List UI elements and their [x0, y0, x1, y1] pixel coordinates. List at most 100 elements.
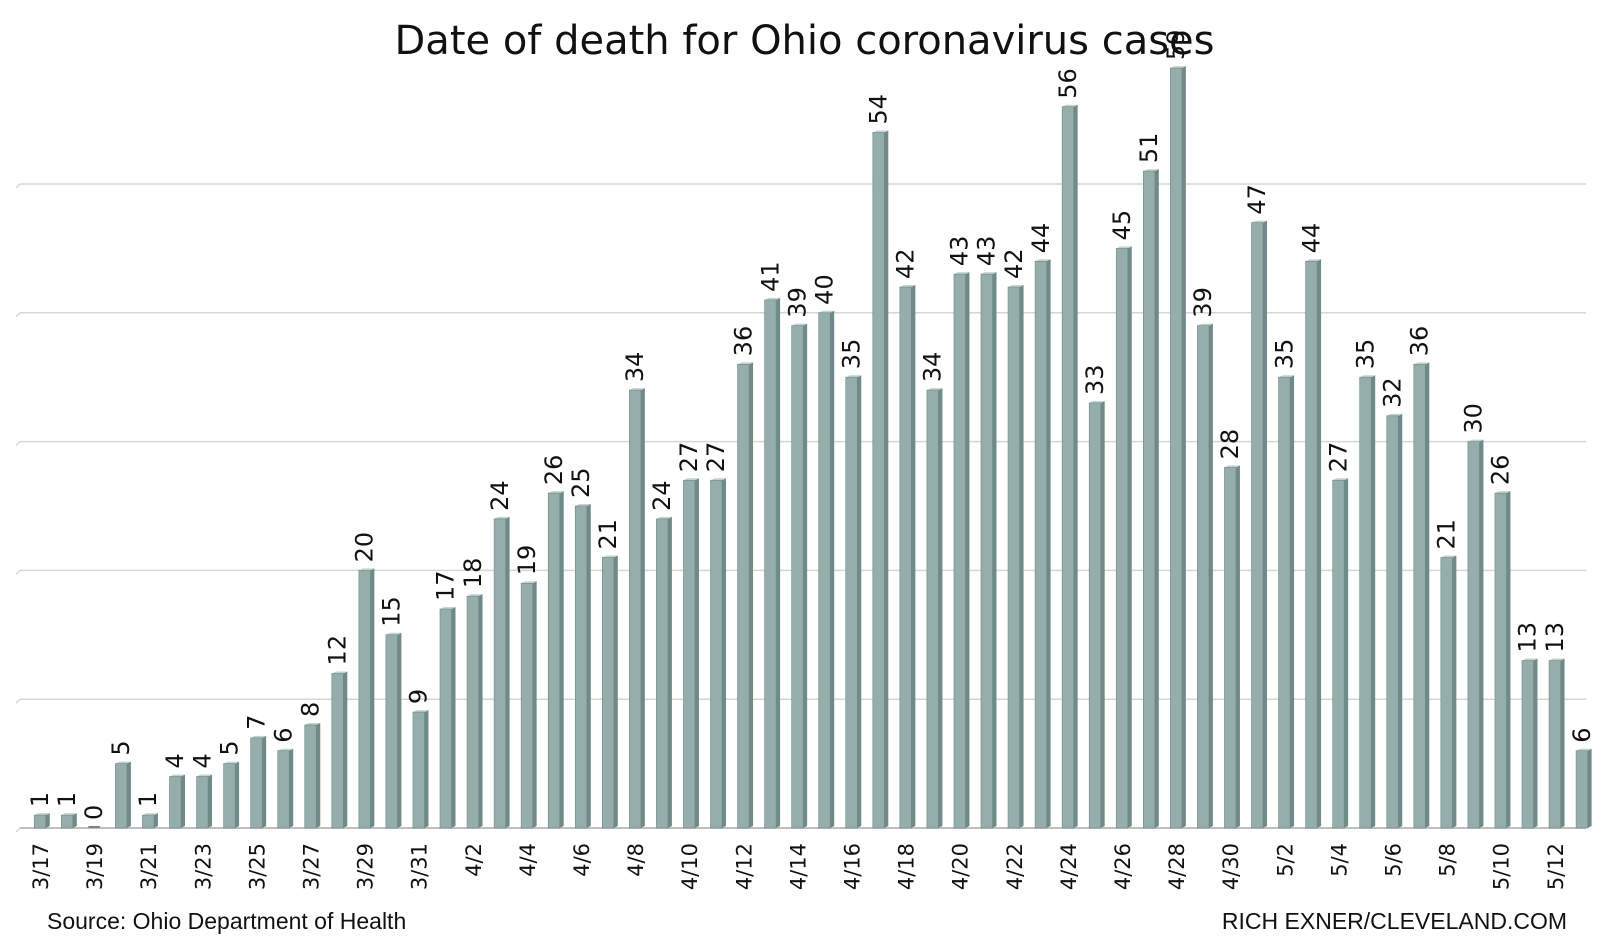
- value-label: 27: [1324, 442, 1352, 473]
- bar-4/8: [629, 388, 645, 829]
- bar-4/16: [845, 375, 862, 829]
- bar-front: [412, 711, 425, 829]
- bar-front: [358, 570, 371, 829]
- bar-4/9: [656, 516, 672, 829]
- bar-4/10: [683, 478, 699, 829]
- bar-front: [791, 325, 804, 829]
- bar-top: [358, 568, 375, 571]
- bar-top: [1305, 259, 1322, 262]
- value-label: 12: [324, 635, 352, 666]
- value-label: 54: [865, 94, 893, 125]
- bar-side: [424, 710, 429, 828]
- bar-top: [521, 581, 537, 584]
- bar-5/2: [1278, 375, 1295, 829]
- bar-front: [1467, 441, 1480, 829]
- bar-side: [1479, 439, 1484, 828]
- bar-front: [574, 505, 588, 829]
- bar-top: [1494, 491, 1511, 494]
- value-label: 42: [1000, 248, 1028, 279]
- bar-side: [1506, 491, 1511, 828]
- bar-front: [60, 814, 74, 829]
- bar-front: [737, 364, 750, 829]
- value-label: 9: [405, 689, 433, 704]
- bar-top: [1278, 375, 1295, 378]
- bar-side: [1344, 478, 1349, 828]
- bar-front: [1332, 479, 1345, 829]
- bar-top: [196, 774, 213, 777]
- bar-front: [547, 492, 561, 829]
- bar-side: [1425, 362, 1430, 828]
- bar-top: [1413, 362, 1430, 365]
- bar-side: [640, 388, 645, 828]
- bar-side: [478, 594, 483, 828]
- bar-front: [385, 634, 398, 829]
- bar-top: [899, 285, 916, 288]
- bar-side: [1371, 375, 1376, 828]
- bar-3/29: [358, 568, 375, 829]
- bar-front: [1061, 106, 1074, 829]
- value-label: 5: [215, 740, 243, 755]
- value-label: 35: [1270, 339, 1298, 370]
- bar-front: [1440, 557, 1453, 829]
- bar-side: [965, 272, 970, 828]
- bar-4/7: [601, 555, 618, 829]
- bar-side: [1452, 555, 1457, 828]
- bar-side: [126, 761, 131, 828]
- bar-5/12: [1548, 658, 1565, 829]
- value-label: 13: [1541, 622, 1569, 653]
- bar-side: [938, 388, 943, 828]
- bar-5/4: [1332, 478, 1349, 829]
- bar-4/26: [1115, 246, 1132, 829]
- x-tick-label: 5/4: [1327, 843, 1351, 877]
- bar-top: [494, 516, 510, 519]
- bar-top: [1170, 66, 1186, 69]
- bar-3/27: [304, 722, 321, 829]
- gridline-edge: [15, 183, 21, 189]
- bar-top: [277, 748, 294, 751]
- bar-front: [1034, 260, 1047, 829]
- x-tick-label: 4/26: [1111, 843, 1135, 890]
- bar-3/28: [331, 671, 348, 829]
- bar-3/25: [250, 735, 267, 829]
- bar-side: [505, 516, 510, 828]
- value-label: 35: [838, 339, 866, 370]
- x-tick-label: 4/30: [1219, 843, 1243, 890]
- bar-5/13: [1575, 748, 1592, 829]
- bar-front: [1197, 325, 1210, 829]
- x-tick-label: 4/14: [786, 843, 810, 890]
- bar-side: [153, 813, 158, 828]
- bar-front: [1278, 376, 1291, 829]
- x-tick-label: 3/21: [137, 843, 161, 890]
- bar-front: [1251, 222, 1264, 829]
- bar-front: [304, 724, 317, 829]
- value-label: 45: [1108, 210, 1136, 241]
- bar-top: [169, 774, 185, 777]
- value-label: 47: [1243, 184, 1271, 215]
- bar-front: [1305, 260, 1318, 829]
- bar-top: [1143, 169, 1159, 172]
- bar-5/3: [1305, 259, 1322, 829]
- bar-5/11: [1521, 658, 1538, 829]
- bar-side: [532, 581, 537, 828]
- bar-side: [451, 607, 456, 828]
- bar-top: [440, 607, 456, 610]
- value-label: 6: [269, 727, 297, 742]
- bar-top: [656, 516, 672, 519]
- x-tick-label: 3/23: [191, 843, 215, 890]
- bar-side: [1235, 465, 1240, 828]
- bar-4/2: [466, 594, 483, 829]
- bar-top: [1197, 323, 1213, 326]
- bar-front: [1548, 660, 1561, 829]
- x-tick-label: 4/4: [516, 843, 540, 877]
- bar-front: [115, 763, 128, 829]
- bar-side: [1046, 259, 1051, 828]
- bar-top: [926, 388, 943, 391]
- bar-front: [683, 479, 696, 829]
- x-tick-label: 3/19: [83, 843, 107, 890]
- bar-3/18: [60, 813, 77, 829]
- value-label: 56: [1054, 68, 1082, 99]
- bar-side: [370, 568, 375, 828]
- bar-side: [397, 632, 402, 828]
- bar-side: [72, 813, 77, 828]
- gridline-edge: [15, 569, 21, 575]
